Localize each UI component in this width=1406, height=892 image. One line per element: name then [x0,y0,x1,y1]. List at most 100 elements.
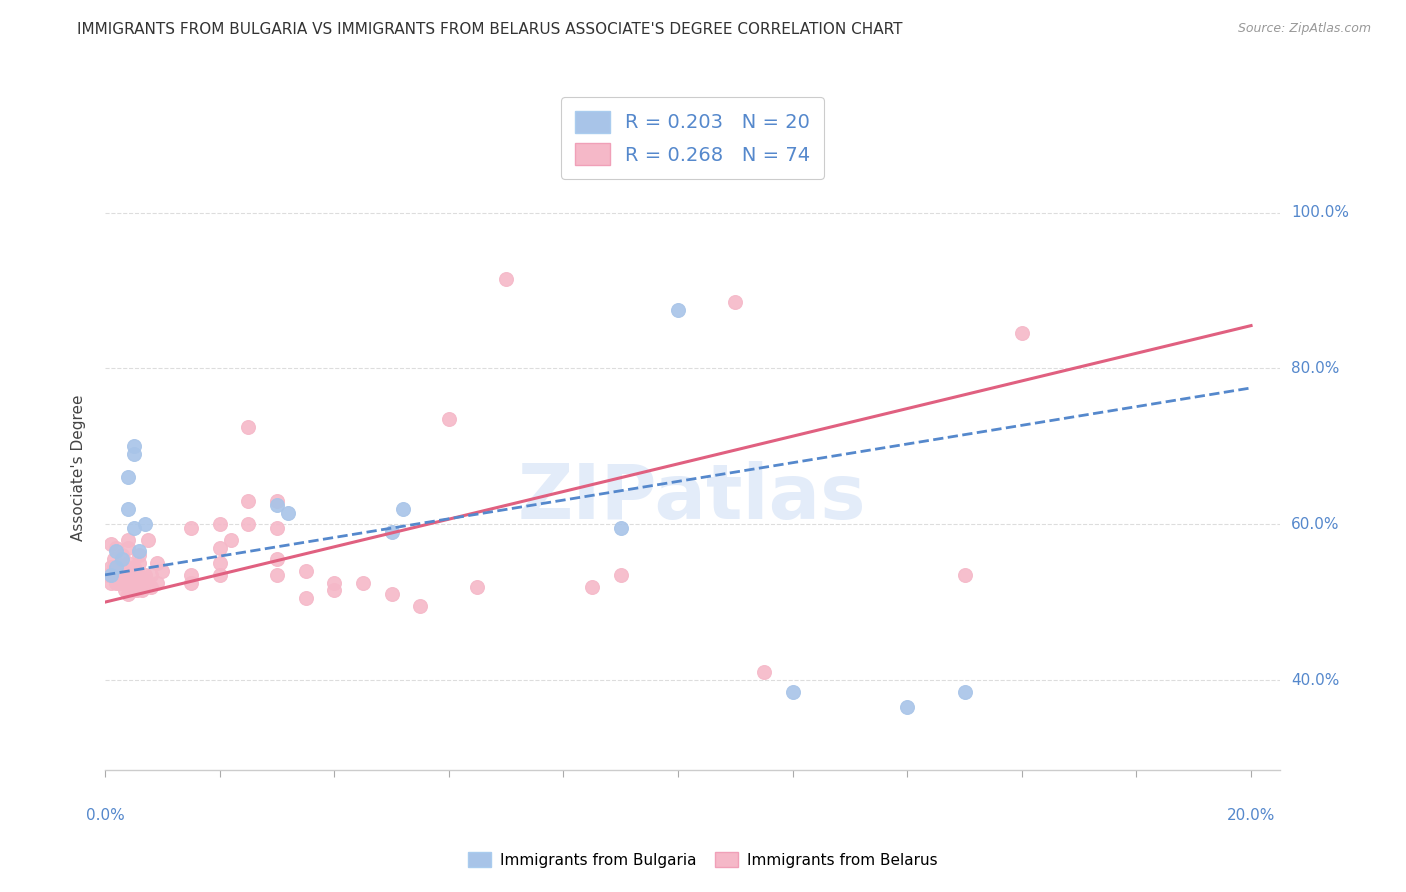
Point [120,564,142,578]
Point [266,567,288,582]
Point [145,556,167,570]
Point [238,517,260,532]
Point [125,583,148,598]
Text: 20.0%: 20.0% [1227,808,1275,823]
Point [609,567,631,582]
Point [266,494,288,508]
Point [117,567,139,582]
Point [294,591,316,606]
Point [139,567,162,582]
Point [117,587,139,601]
Point [117,575,139,590]
Point [409,599,432,613]
Point [120,575,142,590]
Point [266,552,288,566]
Point [122,447,145,461]
Point [122,583,145,598]
Point [238,420,260,434]
Point [1011,326,1033,341]
Point [609,521,631,535]
Point [139,580,162,594]
Point [105,564,128,578]
Point [150,564,173,578]
Point [180,567,202,582]
Point [100,567,122,582]
Point [108,575,131,590]
Point [117,470,139,484]
Point [208,541,231,555]
Point [134,575,156,590]
Point [495,272,517,286]
Point [125,575,148,590]
Text: 60.0%: 60.0% [1291,516,1340,532]
Text: 0.0%: 0.0% [86,808,124,823]
Point [117,533,139,547]
Point [134,567,156,582]
Point [266,521,288,535]
Legend: Immigrants from Bulgaria, Immigrants from Belarus: Immigrants from Bulgaria, Immigrants fro… [461,844,945,875]
Point [105,544,128,558]
Point [117,501,139,516]
Point [752,665,775,680]
Point [114,583,136,598]
Point [219,533,242,547]
Point [103,552,125,566]
Point [122,521,145,535]
Point [97,567,120,582]
Point [208,517,231,532]
Point [111,560,134,574]
Text: Source: ZipAtlas.com: Source: ZipAtlas.com [1237,22,1371,36]
Point [108,564,131,578]
Point [114,572,136,586]
Point [896,700,918,714]
Point [128,544,150,558]
Point [323,583,346,598]
Point [277,506,299,520]
Point [208,556,231,570]
Point [782,684,804,698]
Point [392,501,415,516]
Point [117,556,139,570]
Point [111,552,134,566]
Point [238,494,260,508]
Text: 80.0%: 80.0% [1291,361,1339,376]
Point [134,517,156,532]
Point [122,439,145,453]
Point [294,564,316,578]
Y-axis label: Associate's Degree: Associate's Degree [72,394,86,541]
Point [467,580,489,594]
Point [128,567,150,582]
Point [953,567,976,582]
Point [105,575,128,590]
Point [111,567,134,582]
Point [724,295,747,310]
Point [100,560,122,574]
Point [581,580,603,594]
Legend: R = 0.203   N = 20, R = 0.268   N = 74: R = 0.203 N = 20, R = 0.268 N = 74 [561,97,824,179]
Point [128,549,150,563]
Point [437,412,460,426]
Point [180,521,202,535]
Point [208,567,231,582]
Point [111,575,134,590]
Point [953,684,976,698]
Text: 40.0%: 40.0% [1291,673,1339,688]
Text: ZIPatlas: ZIPatlas [517,461,866,535]
Point [100,575,122,590]
Point [105,560,128,574]
Text: 100.0%: 100.0% [1291,205,1348,220]
Point [103,560,125,574]
Point [352,575,374,590]
Point [111,549,134,563]
Point [100,537,122,551]
Point [666,303,689,318]
Point [145,575,167,590]
Point [131,583,153,598]
Point [117,541,139,555]
Point [128,556,150,570]
Point [380,524,402,539]
Point [122,560,145,574]
Point [180,575,202,590]
Point [136,533,159,547]
Point [103,567,125,582]
